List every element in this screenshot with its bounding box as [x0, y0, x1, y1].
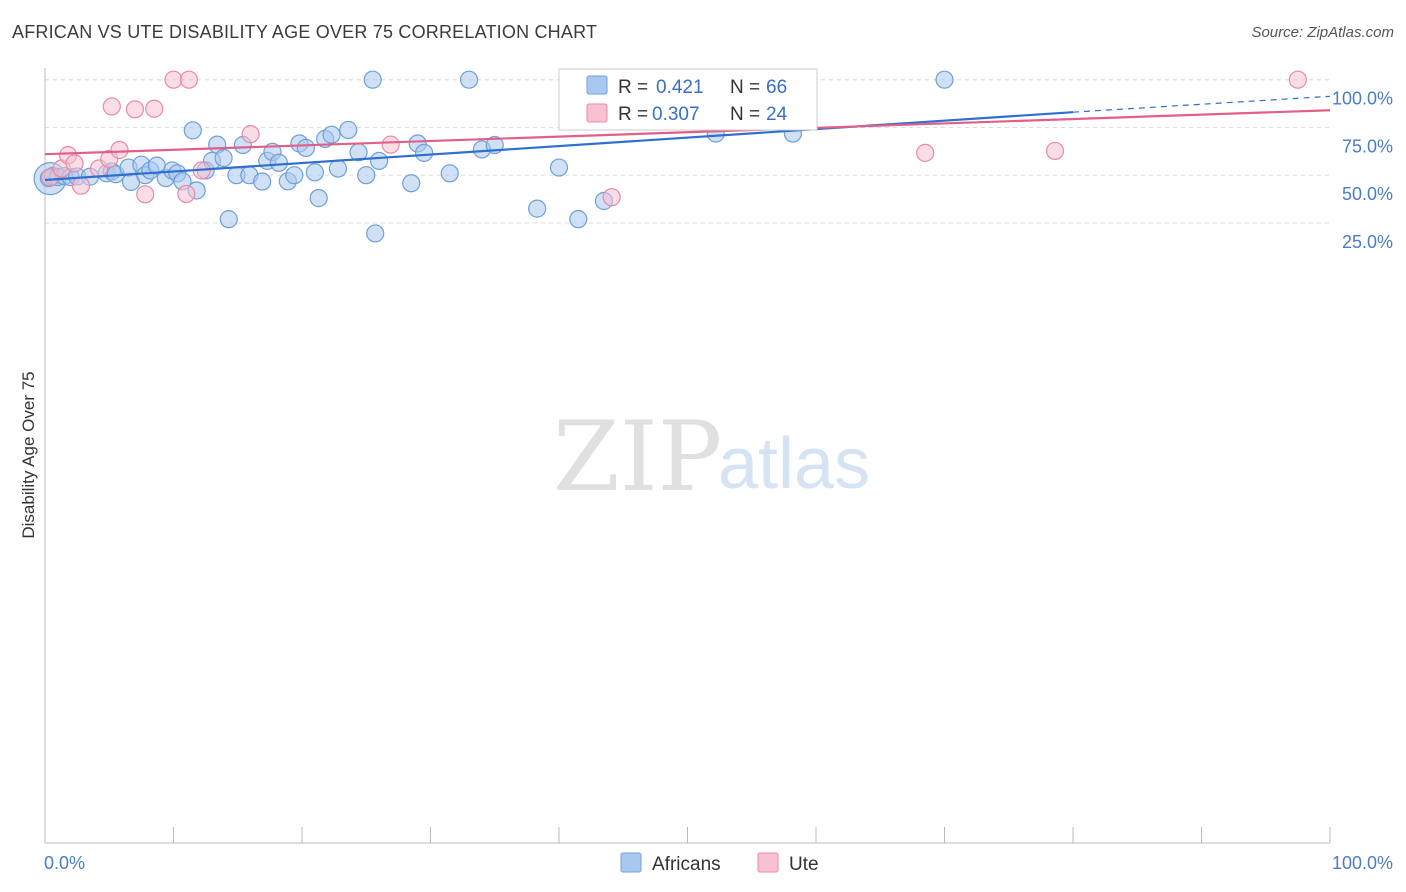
tick-labels: 25.0% 50.0% 75.0% 100.0% 0.0% 100.0% [44, 89, 1393, 873]
africans-point-46 [363, 70, 382, 89]
bottom-legend-africans[interactable]: Africans [652, 854, 721, 875]
africans-point-52 [440, 164, 459, 183]
ute-point-17 [381, 135, 400, 154]
africans-point-38 [305, 163, 324, 182]
ute-point-4 [71, 176, 91, 195]
ute-trend-line [44, 109, 1331, 156]
africans-point-58 [569, 210, 588, 229]
axes [44, 68, 1331, 844]
ute-point-20 [916, 143, 935, 162]
legend-r-value-ute: 0.307 [652, 104, 700, 125]
africans-point-39 [309, 189, 328, 208]
bottom-legend: Africans Ute [620, 852, 819, 875]
ute-point-8 [110, 140, 129, 160]
africans-point-20 [183, 121, 202, 140]
bottom-legend-ute[interactable]: Ute [789, 854, 819, 875]
africans-point-49 [402, 174, 421, 193]
ute-point-21 [1045, 141, 1065, 161]
y-tick-label-100: 100.0% [1332, 89, 1393, 109]
legend-r-value-africans: 0.421 [656, 77, 704, 98]
y-axis-title: Disability Age Over 75 [19, 371, 38, 538]
x-tick-label-0: 0.0% [44, 853, 85, 873]
y-tick-label-50: 50.0% [1342, 184, 1393, 204]
ute-point-7 [102, 97, 121, 116]
africans-point-42 [328, 159, 348, 178]
africans-point-35 [285, 166, 304, 185]
africans-point-25 [214, 148, 233, 168]
legend-n-value-ute: 24 [766, 104, 788, 125]
africans-point-41 [322, 125, 341, 144]
africans-point-37 [296, 138, 315, 157]
source-note: Source: ZipAtlas.com [1251, 24, 1394, 41]
legend-swatch-ute[interactable] [586, 103, 608, 123]
africans-point-47 [366, 224, 385, 243]
chart-title: AFRICAN VS UTE DISABILITY AGE OVER 75 CO… [12, 22, 598, 42]
y-tick-label-25: 25.0% [1342, 232, 1393, 252]
y-tick-label-75: 75.0% [1342, 136, 1393, 156]
x-tick-label-100: 100.0% [1332, 853, 1393, 873]
ute-point-9 [125, 100, 145, 119]
bottom-legend-swatch-africans[interactable] [620, 852, 642, 873]
africans-point-26 [219, 210, 238, 229]
africans-point-51 [414, 143, 434, 162]
trend-lines [44, 95, 1331, 182]
ute-point-3 [65, 154, 84, 173]
legend-r-label-africans: R = [618, 77, 648, 98]
ute-point-16 [241, 125, 260, 144]
legend-swatch-africans[interactable] [586, 75, 608, 95]
watermark-atlas: atlas [718, 424, 870, 504]
ute-point-11 [145, 99, 164, 118]
africans-point-56 [528, 199, 547, 218]
ute-point-13 [177, 184, 196, 204]
ute-point-22 [1288, 70, 1307, 89]
africans-trend-extension [1072, 95, 1331, 113]
africans-point-45 [357, 166, 376, 185]
africans-point-43 [339, 120, 358, 140]
bottom-legend-swatch-ute[interactable] [757, 852, 779, 873]
legend-r-label-ute: R = [618, 104, 648, 125]
legend-n-value-africans: 66 [766, 77, 787, 98]
legend-n-label-ute: N = [730, 104, 760, 125]
africans-point-33 [269, 153, 288, 172]
africans-point-57 [549, 158, 569, 177]
ute-point-10 [136, 185, 155, 204]
legend-box: R = 0.421 N = 66 R = 0.307 N = 24 [558, 68, 818, 131]
ute-point-14 [179, 70, 199, 89]
africans-point-63 [935, 70, 954, 89]
ute-point-18 [602, 188, 621, 207]
watermark-zip: ZIP [553, 401, 722, 513]
africans-point-48 [370, 151, 389, 170]
africans-point-53 [459, 70, 479, 89]
legend-n-label-africans: N = [730, 77, 760, 98]
watermark: ZIP atlas [553, 401, 870, 513]
africans-point-30 [253, 172, 272, 191]
ute-point-12 [164, 70, 183, 89]
africans-trend-line [44, 111, 1074, 182]
